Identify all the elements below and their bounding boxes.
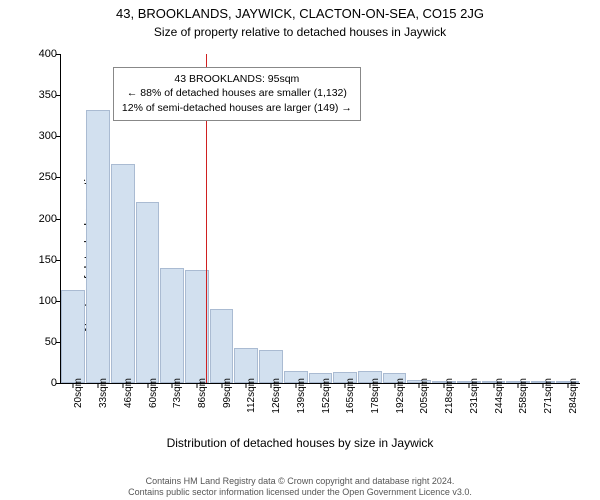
y-tick-mark <box>56 219 61 220</box>
x-tick-label: 152sqm <box>321 378 332 414</box>
y-tick-label: 100 <box>21 295 57 307</box>
y-tick-label: 300 <box>21 130 57 142</box>
y-tick-label: 250 <box>21 171 57 183</box>
plot-region: 05010015020025030035040020sqm33sqm46sqm6… <box>60 54 580 384</box>
chart-subtitle: Size of property relative to detached ho… <box>0 21 600 39</box>
x-tick-label: 271sqm <box>543 378 554 414</box>
x-tick-label: 46sqm <box>123 378 134 408</box>
address-title: 43, BROOKLANDS, JAYWICK, CLACTON-ON-SEA,… <box>0 0 600 21</box>
x-tick-label: 112sqm <box>246 378 257 413</box>
y-tick-mark <box>56 95 61 96</box>
annotation-box: 43 BROOKLANDS: 95sqm ← 88% of detached h… <box>113 67 361 121</box>
footer: Contains HM Land Registry data © Crown c… <box>0 476 600 499</box>
histogram-bar <box>111 164 135 383</box>
y-tick-label: 0 <box>21 377 57 389</box>
chart-area: Number of detached properties 0501001502… <box>0 44 600 454</box>
y-tick-label: 50 <box>21 336 57 348</box>
footer-line-2: Contains public sector information licen… <box>0 487 600 498</box>
histogram-bar <box>210 309 234 383</box>
y-tick-label: 200 <box>21 213 57 225</box>
y-tick-label: 350 <box>21 89 57 101</box>
x-tick-label: 73sqm <box>172 378 183 408</box>
x-tick-label: 126sqm <box>271 378 282 414</box>
x-tick-label: 192sqm <box>395 378 406 414</box>
y-tick-mark <box>56 342 61 343</box>
x-tick-label: 258sqm <box>518 378 529 414</box>
x-tick-label: 284sqm <box>568 378 579 414</box>
histogram-bar <box>86 110 110 383</box>
y-tick-mark <box>56 54 61 55</box>
x-tick-label: 139sqm <box>296 378 307 414</box>
histogram-bar <box>136 202 160 383</box>
annotation-line-2: ← 88% of detached houses are smaller (1,… <box>122 86 352 100</box>
histogram-bar <box>160 268 184 383</box>
footer-line-1: Contains HM Land Registry data © Crown c… <box>0 476 600 487</box>
x-tick-label: 231sqm <box>469 378 480 414</box>
histogram-bar <box>61 290 85 383</box>
x-tick-label: 218sqm <box>444 378 455 414</box>
y-tick-mark <box>56 177 61 178</box>
x-tick-label: 178sqm <box>370 378 381 414</box>
x-tick-label: 20sqm <box>73 378 84 408</box>
y-tick-mark <box>56 260 61 261</box>
x-tick-label: 99sqm <box>222 378 233 408</box>
x-tick-label: 205sqm <box>419 378 430 414</box>
annotation-line-3: 12% of semi-detached houses are larger (… <box>122 101 352 115</box>
page: 43, BROOKLANDS, JAYWICK, CLACTON-ON-SEA,… <box>0 0 600 500</box>
y-tick-mark <box>56 301 61 302</box>
x-tick-label: 165sqm <box>345 378 356 414</box>
x-tick-label: 244sqm <box>494 378 505 414</box>
x-tick-label: 60sqm <box>148 378 159 408</box>
y-tick-label: 400 <box>21 48 57 60</box>
annotation-line-1: 43 BROOKLANDS: 95sqm <box>122 72 352 86</box>
y-tick-label: 150 <box>21 254 57 266</box>
x-axis-label: Distribution of detached houses by size … <box>0 436 600 450</box>
x-tick-label: 33sqm <box>98 378 109 408</box>
y-tick-mark <box>56 383 61 384</box>
y-tick-mark <box>56 136 61 137</box>
